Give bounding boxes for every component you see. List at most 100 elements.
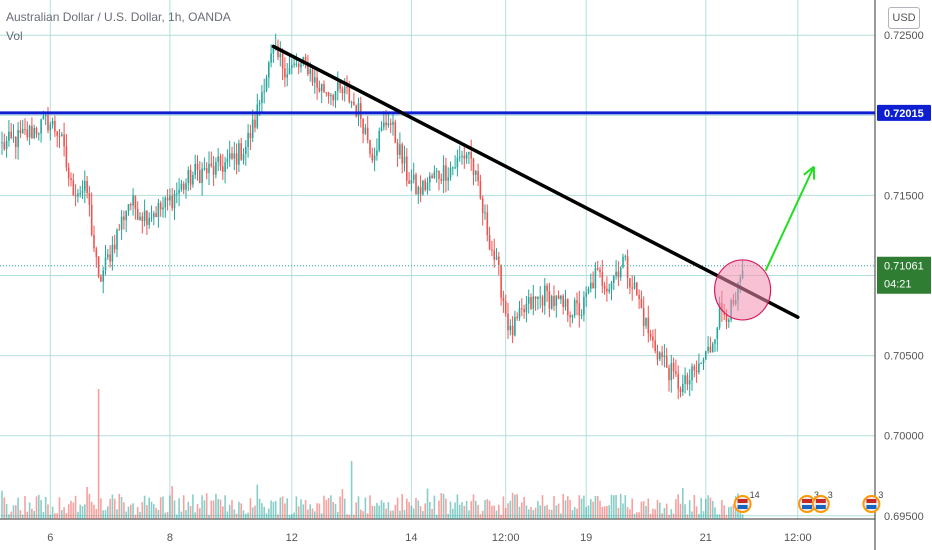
- volume-bar: [389, 510, 392, 519]
- candle-body: [8, 131, 10, 141]
- volume-bar: [8, 514, 10, 519]
- volume-bar: [327, 497, 330, 519]
- event-flag-icon[interactable]: [811, 495, 830, 513]
- volume-bar: [709, 497, 712, 519]
- candle-body: [507, 313, 509, 331]
- volume-bar: [493, 505, 495, 519]
- candle-body: [341, 88, 344, 94]
- volume-bar: [525, 505, 528, 519]
- candle-body: [318, 87, 321, 92]
- candle-body: [465, 154, 468, 159]
- candle-body: [56, 131, 58, 136]
- volume-bar: [725, 514, 728, 519]
- candle-body: [555, 295, 558, 306]
- volume-bar: [438, 500, 440, 519]
- volume-bar: [203, 500, 206, 519]
- candle-body: [645, 317, 647, 326]
- event-flag-icon[interactable]: [862, 495, 881, 513]
- trendline[interactable]: [271, 44, 800, 319]
- volume-bar: [120, 497, 123, 519]
- candle-body: [288, 67, 291, 75]
- candle-body: [475, 171, 477, 175]
- candle-body: [608, 289, 610, 292]
- candle-body: [47, 115, 49, 131]
- candle-body: [385, 122, 387, 126]
- chart-title: Australian Dollar / U.S. Dollar, 1h, OAN…: [6, 10, 231, 24]
- volume-bar: [24, 496, 26, 519]
- candle-body: [638, 294, 640, 300]
- candle-body: [155, 213, 157, 217]
- candle-body: [346, 86, 348, 88]
- candle-body: [19, 130, 22, 134]
- volume-bar: [422, 511, 424, 519]
- volume-bar: [481, 510, 484, 519]
- candle-body: [389, 123, 392, 125]
- volume-bar: [38, 494, 40, 519]
- candle-body: [295, 63, 298, 65]
- candle-body: [353, 101, 355, 106]
- candle-body: [718, 302, 721, 328]
- volume-bar: [61, 510, 63, 519]
- volume-bar: [70, 500, 72, 519]
- volume-bar: [603, 506, 606, 519]
- candle-body: [146, 210, 148, 225]
- volume-bar: [615, 494, 617, 519]
- x-tick-label: 12: [286, 532, 298, 544]
- volume-bar: [668, 514, 670, 519]
- candle-body: [624, 256, 627, 258]
- candle-body: [590, 282, 592, 289]
- candle-body: [613, 276, 615, 284]
- volume-bar: [268, 508, 270, 519]
- candle-body: [141, 216, 144, 222]
- volume-bar: [316, 503, 318, 519]
- volume-bar: [419, 506, 422, 519]
- arrow-shaft[interactable]: [764, 166, 815, 272]
- candle-body: [97, 256, 100, 277]
- candle-body: [270, 53, 272, 63]
- highlight-circle[interactable]: [713, 259, 772, 321]
- volume-bar: [19, 510, 22, 519]
- candle-body: [309, 69, 311, 74]
- volume-bar: [323, 495, 325, 519]
- candle-body: [424, 180, 426, 191]
- flag-stripe: [815, 505, 826, 509]
- candle-body: [403, 156, 406, 164]
- candle-body: [28, 125, 31, 138]
- volume-bar: [431, 508, 433, 519]
- candle-body: [550, 296, 553, 309]
- candle-body: [580, 314, 583, 316]
- candle-body: [714, 339, 716, 344]
- currency-button[interactable]: USD: [888, 7, 920, 29]
- y-tick-label: 0.69500: [884, 511, 924, 523]
- volume-bar: [364, 497, 367, 519]
- volume-bar: [97, 389, 100, 519]
- candle-body: [461, 155, 463, 157]
- volume-bar: [245, 513, 247, 519]
- volume-bar: [560, 513, 562, 519]
- volume-bar: [233, 509, 236, 519]
- volume-bar: [196, 504, 199, 519]
- candle-body: [587, 288, 590, 293]
- volume-bar: [518, 506, 521, 519]
- candle-body: [350, 101, 353, 103]
- volume-bar: [215, 493, 217, 519]
- candle-body: [208, 163, 210, 174]
- volume-bar: [173, 500, 176, 519]
- candle-body: [277, 45, 279, 58]
- candle-body: [316, 77, 318, 88]
- volume-bar: [663, 508, 666, 519]
- candle-body: [447, 177, 449, 181]
- candle-body: [606, 288, 608, 292]
- event-flag-icon[interactable]: [733, 495, 752, 513]
- volume-bar: [693, 495, 696, 519]
- candle-body: [711, 343, 714, 353]
- candle-body: [484, 212, 486, 214]
- candle-body: [622, 256, 624, 268]
- volume-bar: [498, 504, 500, 519]
- volume-bar: [95, 508, 98, 519]
- volume-bar: [226, 511, 229, 519]
- flag-stripe: [802, 505, 812, 509]
- volume-bar: [461, 502, 463, 519]
